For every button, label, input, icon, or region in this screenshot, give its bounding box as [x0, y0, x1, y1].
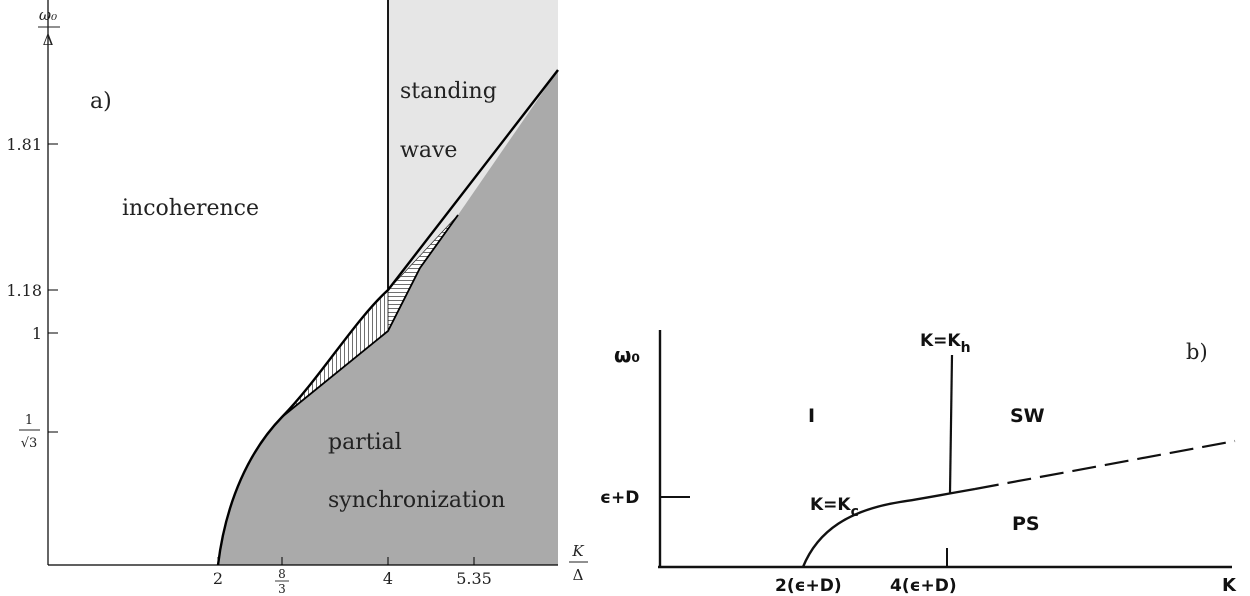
y-tick-inv-sqrt3-num: 1 [25, 413, 33, 428]
panel-b-incoherence-label: I [808, 405, 815, 427]
x-tick-2: 2 [213, 569, 223, 588]
x-tick-4: 4 [383, 569, 393, 588]
panel-b-standing-wave-label: SW [1010, 405, 1045, 427]
partial-sync-label-2: synchronization [328, 488, 505, 513]
panel-b-partial-sync-label: PS [1012, 513, 1040, 535]
panel-b-y-tick-eps-d: ϵ+D [600, 488, 639, 508]
standing-wave-region [388, 0, 558, 290]
panel-b-dashed-boundary [974, 439, 1236, 491]
panel-b-x-label: K [1222, 575, 1237, 596]
x-tick-5-35: 5.35 [456, 569, 492, 588]
panel-b-label: b) [1186, 340, 1208, 364]
panel-b-kc-label: K=Kc [810, 495, 859, 520]
lower-boundary-line [281, 214, 459, 418]
standing-wave-label-1: standing [400, 79, 497, 104]
panel-b-x-tick-2-eps-d: 2(ϵ+D) [775, 576, 842, 596]
partial-sync-label-1: partial [328, 430, 402, 455]
incoherence-label: incoherence [122, 196, 259, 221]
panel-b-kh-label: K=Kh [920, 331, 971, 356]
y-tick-inv-sqrt3-den: √3 [21, 436, 38, 451]
y-tick-1-18: 1.18 [6, 281, 42, 300]
panel-b-y-label: ω₀ [614, 343, 640, 367]
panel-b-kc-curve [801, 487, 976, 568]
panel-a-x-label-den: Δ [573, 566, 584, 584]
y-tick-1-81: 1.81 [6, 135, 42, 154]
panel-a: 1.81 1.18 1 1 √3 2 8 3 4 5.35 ω₀ Δ K Δ a… [6, 0, 588, 596]
panel-b: ϵ+D 2(ϵ+D) 4(ϵ+D) ω₀ K K=Kh K=Kc I SW PS… [600, 330, 1237, 596]
x-tick-8-3-den: 3 [278, 582, 286, 596]
panel-a-x-label-num: K [571, 542, 584, 560]
panel-a-label: a) [90, 89, 112, 114]
panel-a-y-label-num: ω₀ [39, 6, 57, 24]
partial-sync-region [218, 70, 558, 565]
x-tick-8-3-num: 8 [278, 567, 286, 581]
panel-b-kh-vertical-line [948, 354, 954, 494]
panel-a-y-label-den: Δ [43, 31, 54, 49]
standing-wave-label-2: wave [400, 138, 457, 163]
y-tick-1: 1 [32, 324, 42, 343]
panel-b-x-tick-4-eps-d: 4(ϵ+D) [890, 576, 957, 596]
